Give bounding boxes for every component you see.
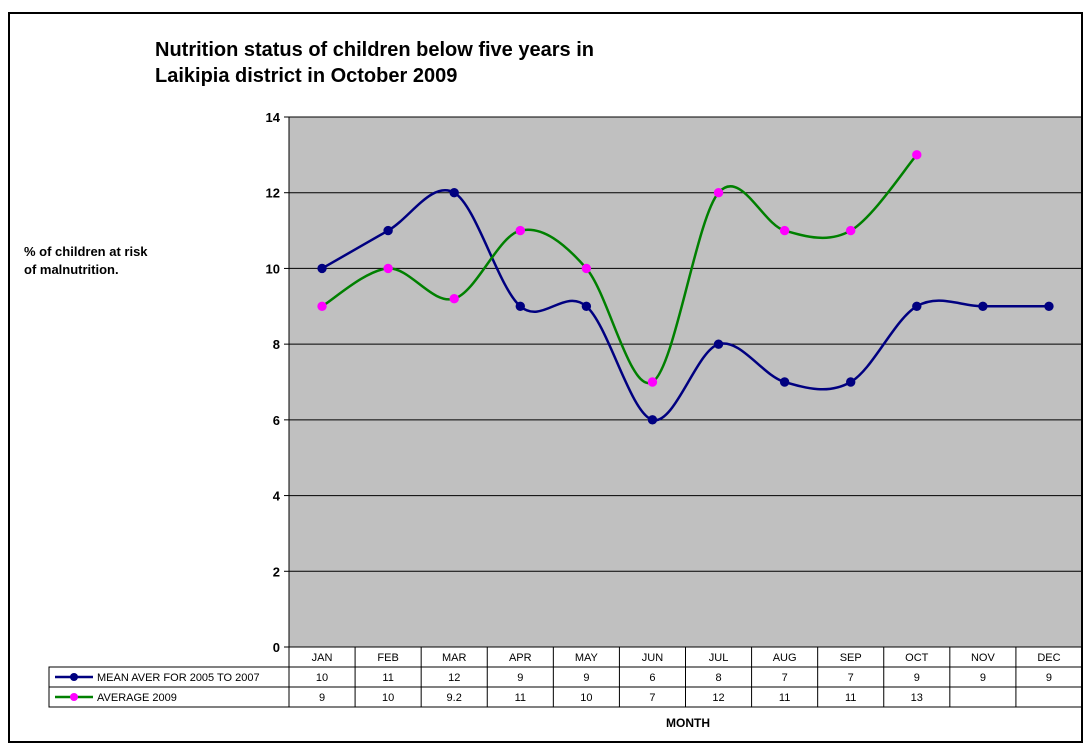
data-point-series-2 [713,188,724,198]
table-value: 11 [382,672,393,684]
data-point-series-2 [449,294,459,304]
table-value: 6 [649,672,655,684]
table-value: 7 [649,692,655,704]
data-point-series-2 [383,263,393,274]
x-axis-label: MONTH [666,716,710,730]
data-point-series-2 [912,150,922,160]
table-value: 9 [319,692,325,704]
x-tick-label: AUG [773,652,797,664]
table-value: 9 [517,672,523,684]
table-value: 9 [583,672,589,684]
chart-title-line1: Nutrition status of children below five … [155,39,594,61]
x-tick-label: MAR [442,652,467,664]
data-point-series-1 [515,301,525,311]
data-point-series-2 [846,225,856,236]
chart-frame: Nutrition status of children below five … [8,12,1083,743]
table-value: 12 [448,672,460,684]
y-tick-label: 12 [266,186,280,201]
legend-marker-series-1 [70,673,78,681]
data-point-series-1 [713,339,724,349]
chart-title-line2: Laikipia district in October 2009 [155,65,457,87]
plot-area [288,116,1081,648]
y-tick-label: 10 [266,261,280,276]
y-tick-label: 14 [266,110,281,125]
data-point-series-1 [978,301,988,311]
table-value: 11 [779,692,790,704]
data-point-series-2 [581,263,592,274]
x-tick-label: JAN [312,652,333,664]
y-tick-label: 0 [273,640,280,655]
data-point-series-2 [647,377,658,387]
data-point-series-1 [317,263,327,274]
table-value: 9 [914,672,920,684]
table-value: 13 [911,692,923,704]
data-point-series-1 [912,301,922,311]
x-tick-label: MAY [575,652,599,664]
data-point-series-2 [515,225,525,236]
table-value: 9 [1046,672,1052,684]
x-tick-label: OCT [905,652,929,664]
data-point-series-1 [581,301,592,311]
x-tick-label: APR [509,652,532,664]
table-value: 10 [580,692,592,704]
data-point-series-1 [846,377,856,387]
x-tick-label: JUL [709,652,729,664]
y-tick-label: 6 [273,413,280,428]
table-value: 10 [316,672,328,684]
table-value: 12 [712,692,724,704]
table-value: 9 [980,672,986,684]
legend-label-series-2: AVERAGE 2009 [97,692,177,704]
x-tick-label: DEC [1037,652,1060,664]
table-value: 7 [782,672,788,684]
x-tick-label: NOV [971,652,996,664]
table-value: 8 [715,672,721,684]
y-tick-label: 4 [273,489,281,504]
series-line-2 [321,154,918,385]
x-tick-label: JUN [642,652,663,664]
x-tick-label: SEP [840,652,862,664]
x-tick-label: FEB [377,652,398,664]
y-tick-label: 8 [273,337,280,352]
table-value: 11 [845,692,856,704]
y-axis-label-line2: of malnutrition. [24,262,119,277]
line-chart: Nutrition status of children below five … [24,39,1081,730]
y-tick-label: 2 [273,564,280,579]
table-value: 7 [848,672,854,684]
table-value: 11 [515,692,526,704]
data-point-series-2 [779,225,790,236]
data-point-series-1 [647,415,658,425]
data-point-series-1 [383,225,393,236]
table-value: 10 [382,692,394,704]
data-point-series-1 [449,188,459,198]
data-point-series-2 [317,301,327,311]
legend-marker-series-2 [70,693,78,701]
y-axis-label-line1: % of children at risk [24,244,148,259]
legend-label-series-1: MEAN AVER FOR 2005 TO 2007 [97,672,260,684]
data-point-series-1 [779,377,790,387]
data-point-series-1 [1044,301,1054,311]
table-value: 9.2 [447,692,462,704]
